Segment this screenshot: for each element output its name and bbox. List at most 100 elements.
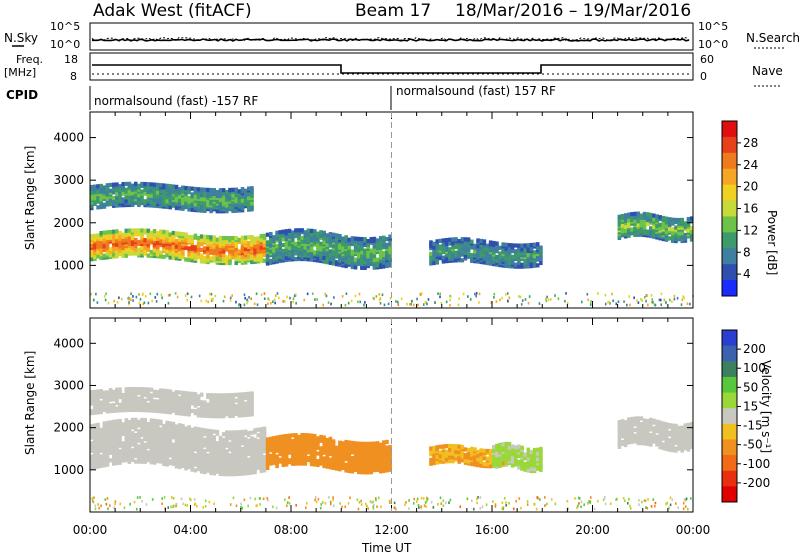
range-cell [177, 411, 182, 416]
range-cell [312, 234, 317, 240]
range-cell [482, 461, 487, 467]
range-cell [256, 433, 260, 438]
range-cell [243, 409, 248, 414]
range-cell [429, 240, 433, 245]
range-cell [344, 456, 348, 462]
range-cell [388, 255, 392, 260]
range-cell [338, 453, 342, 459]
noise-cell [363, 303, 365, 307]
noise-cell [364, 301, 366, 304]
noise-cell [263, 297, 266, 301]
range-cell [513, 249, 518, 254]
range-cell [645, 419, 650, 424]
range-cell [121, 197, 125, 202]
range-cell [115, 387, 119, 392]
range-cell [152, 439, 157, 444]
noise-cell [128, 301, 130, 304]
range-cell [639, 228, 644, 234]
noise-cell [445, 300, 448, 304]
range-cell [375, 441, 380, 446]
range-cell [526, 453, 531, 458]
range-cell [190, 456, 195, 461]
range-cell [470, 252, 474, 258]
range-cell [265, 458, 270, 463]
range-cell [140, 394, 144, 399]
range-cell [146, 228, 151, 233]
range-cell [212, 467, 217, 472]
range-cell [240, 429, 245, 435]
noise-cell [272, 300, 274, 303]
range-cell [115, 182, 119, 187]
range-cell [99, 183, 103, 189]
range-cell [187, 195, 191, 201]
noise-cell [229, 296, 232, 300]
range-cell [338, 253, 342, 258]
noise-cell [626, 303, 628, 307]
range-cell [140, 427, 144, 432]
range-cell [535, 242, 540, 247]
range-cell [331, 249, 336, 255]
range-cell [366, 250, 370, 255]
range-cell [133, 232, 138, 237]
range-cell [385, 468, 389, 473]
noise-cell [505, 293, 507, 296]
range-cell [228, 441, 232, 446]
range-cell [140, 232, 144, 237]
range-cell [152, 182, 157, 187]
range-cell [438, 244, 443, 249]
range-cell [630, 426, 634, 431]
range-cell [520, 247, 524, 252]
range-cell [300, 251, 304, 256]
range-cell [278, 457, 282, 462]
range-cell [237, 396, 242, 401]
range-cell [306, 456, 311, 461]
range-cell [291, 448, 295, 453]
range-cell [649, 212, 653, 218]
range-cell [234, 430, 239, 435]
range-cell [620, 419, 625, 424]
range-cell [473, 243, 477, 248]
range-cell [291, 444, 295, 449]
range-cell [513, 456, 518, 461]
power-ylabel: Slant Range [km] [23, 146, 37, 250]
range-cell [127, 240, 132, 245]
range-cell [215, 393, 220, 398]
range-cell [353, 257, 358, 262]
noise-cell [379, 301, 382, 305]
range-cell [212, 235, 217, 240]
range-cell [155, 419, 160, 424]
range-cell [639, 213, 644, 218]
noise-cell [142, 302, 145, 306]
range-cell [243, 395, 248, 400]
range-cell [492, 246, 496, 251]
range-cell [338, 243, 342, 248]
range-cell [199, 208, 204, 213]
range-cell [265, 465, 270, 471]
range-cell [190, 192, 195, 197]
range-cell [488, 261, 493, 266]
range-cell [652, 232, 656, 237]
range-cell [237, 392, 242, 397]
range-cell [444, 237, 449, 243]
range-cell [108, 229, 113, 235]
range-cell [155, 389, 160, 395]
range-cell [133, 417, 138, 422]
range-cell [165, 420, 169, 425]
range-cell [177, 405, 182, 410]
range-cell [193, 206, 198, 211]
noise-cell [354, 294, 357, 298]
range-cell [96, 254, 100, 259]
range-cell [504, 242, 509, 247]
range-cell [159, 448, 163, 453]
range-cell [253, 450, 257, 456]
range-cell [162, 192, 166, 198]
range-cell [133, 237, 138, 243]
range-cell [174, 390, 179, 395]
range-cell [218, 191, 223, 197]
range-cell [218, 471, 223, 477]
range-cell [294, 459, 298, 464]
range-cell [240, 392, 245, 397]
range-cell [212, 457, 217, 463]
noise-cell [640, 297, 642, 301]
